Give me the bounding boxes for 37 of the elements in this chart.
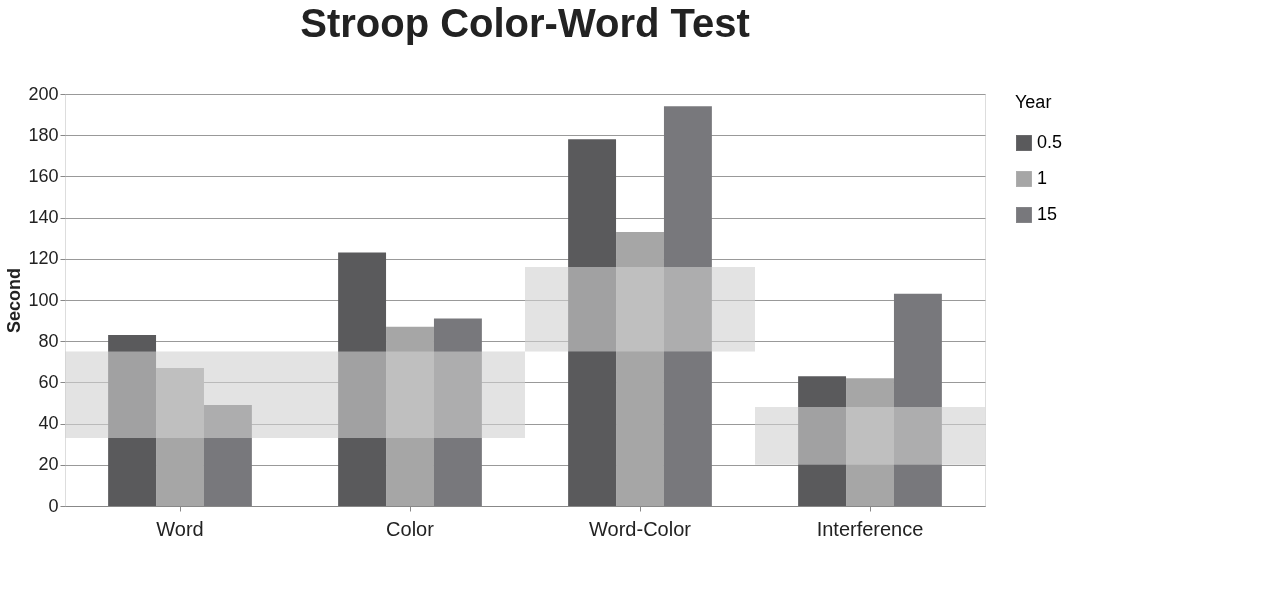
x-tick-label: Color: [386, 517, 435, 540]
x-tick-label: Interference: [816, 517, 924, 540]
y-axis-title: Second: [4, 267, 25, 334]
bar: [663, 106, 712, 506]
bar: [108, 335, 157, 506]
bar: [525, 267, 755, 352]
chart-title: Stroop Color-Word Test: [300, 1, 750, 45]
y-tick-label: 0: [48, 495, 59, 516]
y-tick-label: 100: [28, 289, 59, 310]
y-tick-label: 180: [28, 124, 59, 145]
bar: [156, 367, 204, 506]
legend-label: 15: [1037, 204, 1058, 224]
legend-title: Year: [1015, 92, 1052, 112]
legend-label: 0.5: [1037, 132, 1063, 152]
bar: [65, 351, 295, 439]
bar: [338, 252, 387, 506]
y-tick-label: 20: [38, 454, 59, 475]
bar: [295, 351, 525, 439]
bar: [568, 139, 617, 506]
bar: [893, 293, 942, 506]
y-tick-label: 120: [28, 248, 59, 269]
bar: [798, 376, 847, 506]
bar: [433, 318, 482, 506]
x-tick-label: Word-Color: [589, 517, 692, 540]
x-tick-label: Word: [156, 517, 204, 540]
y-tick-label: 40: [38, 413, 59, 434]
y-tick-label: 140: [28, 207, 59, 228]
bar: [203, 405, 252, 506]
y-tick-label: 200: [28, 83, 59, 104]
bar: [755, 407, 985, 465]
bar: [846, 378, 894, 506]
bar: [386, 326, 434, 506]
y-tick-label: 60: [38, 371, 59, 392]
bar: [616, 232, 664, 506]
y-tick-label: 80: [38, 330, 59, 351]
legend-label: 1: [1037, 168, 1048, 188]
y-tick-label: 160: [28, 165, 59, 186]
